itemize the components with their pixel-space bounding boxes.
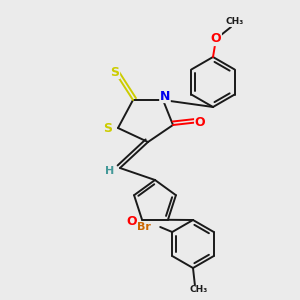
Text: H: H xyxy=(105,166,115,176)
Text: O: O xyxy=(195,116,205,128)
Text: O: O xyxy=(127,215,137,228)
Text: Br: Br xyxy=(137,222,151,232)
Text: S: S xyxy=(110,65,119,79)
Text: S: S xyxy=(103,122,112,134)
Text: CH₃: CH₃ xyxy=(190,286,208,295)
Text: N: N xyxy=(160,89,170,103)
Text: CH₃: CH₃ xyxy=(226,17,244,26)
Text: O: O xyxy=(211,32,221,46)
